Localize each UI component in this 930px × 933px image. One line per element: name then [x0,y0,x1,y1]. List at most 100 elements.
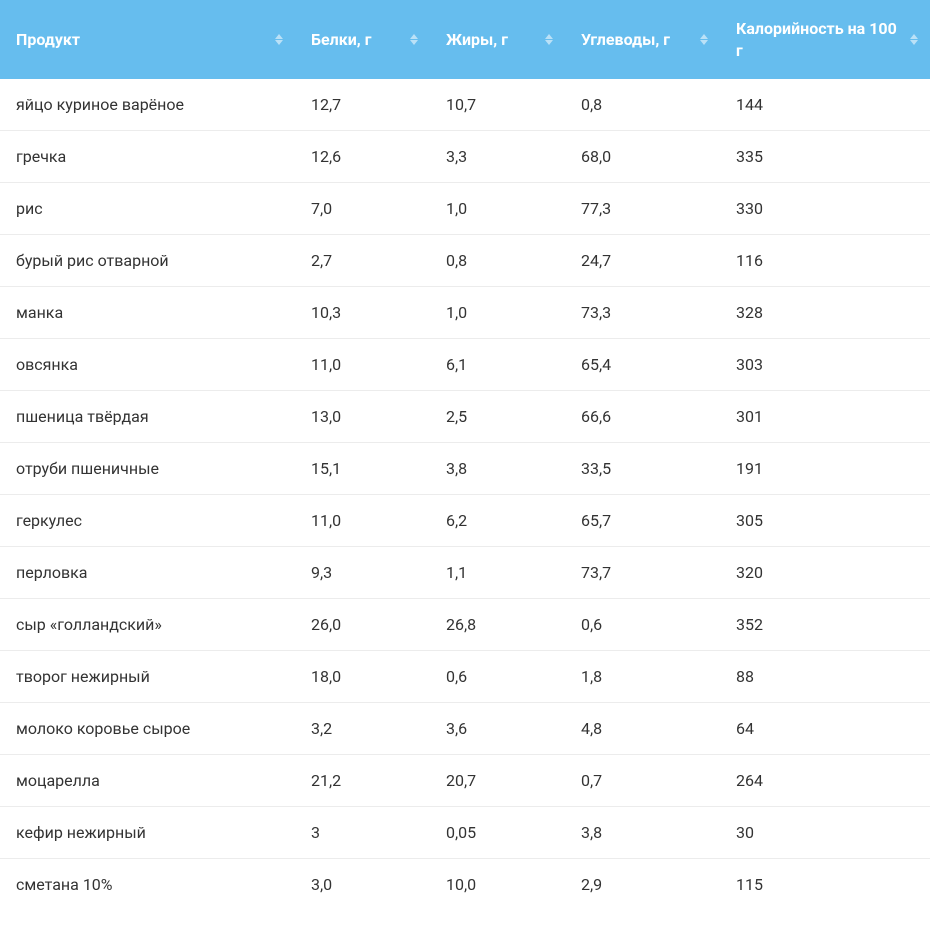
table-row: геркулес11,06,265,7305 [0,495,930,547]
cell-fat: 10,7 [430,79,565,131]
cell-protein: 21,2 [295,755,430,807]
cell-protein: 15,1 [295,443,430,495]
table-row: гречка12,63,368,0335 [0,131,930,183]
cell-protein: 3,2 [295,703,430,755]
col-header-carb[interactable]: Углеводы, г [565,0,720,79]
col-header-label: Белки, г [311,29,371,51]
col-header-label: Продукт [16,29,80,51]
cell-carb: 0,6 [565,599,720,651]
cell-protein: 10,3 [295,287,430,339]
col-header-label: Углеводы, г [581,29,670,51]
cell-protein: 11,0 [295,495,430,547]
cell-cal: 352 [720,599,930,651]
cell-cal: 115 [720,859,930,911]
cell-protein: 11,0 [295,339,430,391]
cell-fat: 0,05 [430,807,565,859]
cell-cal: 328 [720,287,930,339]
table-row: рис7,01,077,3330 [0,183,930,235]
cell-cal: 330 [720,183,930,235]
nutrition-table: Продукт Белки, г Жиры, г Углеводы, г [0,0,930,910]
cell-protein: 3 [295,807,430,859]
cell-cal: 301 [720,391,930,443]
sort-icon[interactable] [700,34,708,45]
cell-carb: 24,7 [565,235,720,287]
cell-cal: 88 [720,651,930,703]
cell-fat: 3,6 [430,703,565,755]
cell-fat: 3,8 [430,443,565,495]
cell-carb: 1,8 [565,651,720,703]
col-header-label: Калорийность на 100 г [736,18,902,61]
cell-cal: 335 [720,131,930,183]
col-header-fat[interactable]: Жиры, г [430,0,565,79]
cell-fat: 6,2 [430,495,565,547]
cell-protein: 13,0 [295,391,430,443]
cell-product: манка [0,287,295,339]
table-row: овсянка11,06,165,4303 [0,339,930,391]
cell-product: яйцо куриное варёное [0,79,295,131]
cell-product: молоко коровье сырое [0,703,295,755]
cell-product: геркулес [0,495,295,547]
cell-carb: 2,9 [565,859,720,911]
cell-carb: 73,7 [565,547,720,599]
cell-fat: 1,1 [430,547,565,599]
sort-icon[interactable] [545,34,553,45]
cell-carb: 68,0 [565,131,720,183]
cell-protein: 26,0 [295,599,430,651]
cell-protein: 2,7 [295,235,430,287]
cell-product: моцарелла [0,755,295,807]
sort-icon[interactable] [410,34,418,45]
col-header-label: Жиры, г [446,29,508,51]
cell-carb: 65,7 [565,495,720,547]
cell-fat: 10,0 [430,859,565,911]
cell-carb: 66,6 [565,391,720,443]
cell-carb: 33,5 [565,443,720,495]
cell-fat: 0,6 [430,651,565,703]
cell-fat: 20,7 [430,755,565,807]
cell-protein: 12,7 [295,79,430,131]
cell-carb: 73,3 [565,287,720,339]
cell-product: сыр «голландский» [0,599,295,651]
cell-protein: 7,0 [295,183,430,235]
cell-carb: 65,4 [565,339,720,391]
table-row: молоко коровье сырое3,23,64,864 [0,703,930,755]
cell-product: перловка [0,547,295,599]
col-header-cal[interactable]: Калорийность на 100 г [720,0,930,79]
cell-protein: 18,0 [295,651,430,703]
table-row: манка10,31,073,3328 [0,287,930,339]
cell-carb: 3,8 [565,807,720,859]
cell-fat: 26,8 [430,599,565,651]
cell-carb: 4,8 [565,703,720,755]
sort-icon[interactable] [910,34,918,45]
table-row: сметана 10%3,010,02,9115 [0,859,930,911]
col-header-product[interactable]: Продукт [0,0,295,79]
cell-cal: 144 [720,79,930,131]
table-row: кефир нежирный30,053,830 [0,807,930,859]
table-row: бурый рис отварной2,70,824,7116 [0,235,930,287]
cell-fat: 0,8 [430,235,565,287]
cell-protein: 9,3 [295,547,430,599]
cell-carb: 77,3 [565,183,720,235]
cell-fat: 1,0 [430,287,565,339]
cell-cal: 191 [720,443,930,495]
cell-product: кефир нежирный [0,807,295,859]
cell-cal: 30 [720,807,930,859]
table-row: отруби пшеничные15,13,833,5191 [0,443,930,495]
cell-fat: 6,1 [430,339,565,391]
cell-cal: 303 [720,339,930,391]
cell-cal: 264 [720,755,930,807]
table-row: сыр «голландский»26,026,80,6352 [0,599,930,651]
col-header-protein[interactable]: Белки, г [295,0,430,79]
cell-product: отруби пшеничные [0,443,295,495]
cell-fat: 1,0 [430,183,565,235]
cell-fat: 2,5 [430,391,565,443]
cell-product: рис [0,183,295,235]
cell-cal: 305 [720,495,930,547]
cell-product: гречка [0,131,295,183]
table-row: яйцо куриное варёное12,710,70,8144 [0,79,930,131]
cell-cal: 116 [720,235,930,287]
sort-icon[interactable] [275,34,283,45]
cell-cal: 320 [720,547,930,599]
table-row: творог нежирный18,00,61,888 [0,651,930,703]
cell-carb: 0,8 [565,79,720,131]
cell-product: сметана 10% [0,859,295,911]
